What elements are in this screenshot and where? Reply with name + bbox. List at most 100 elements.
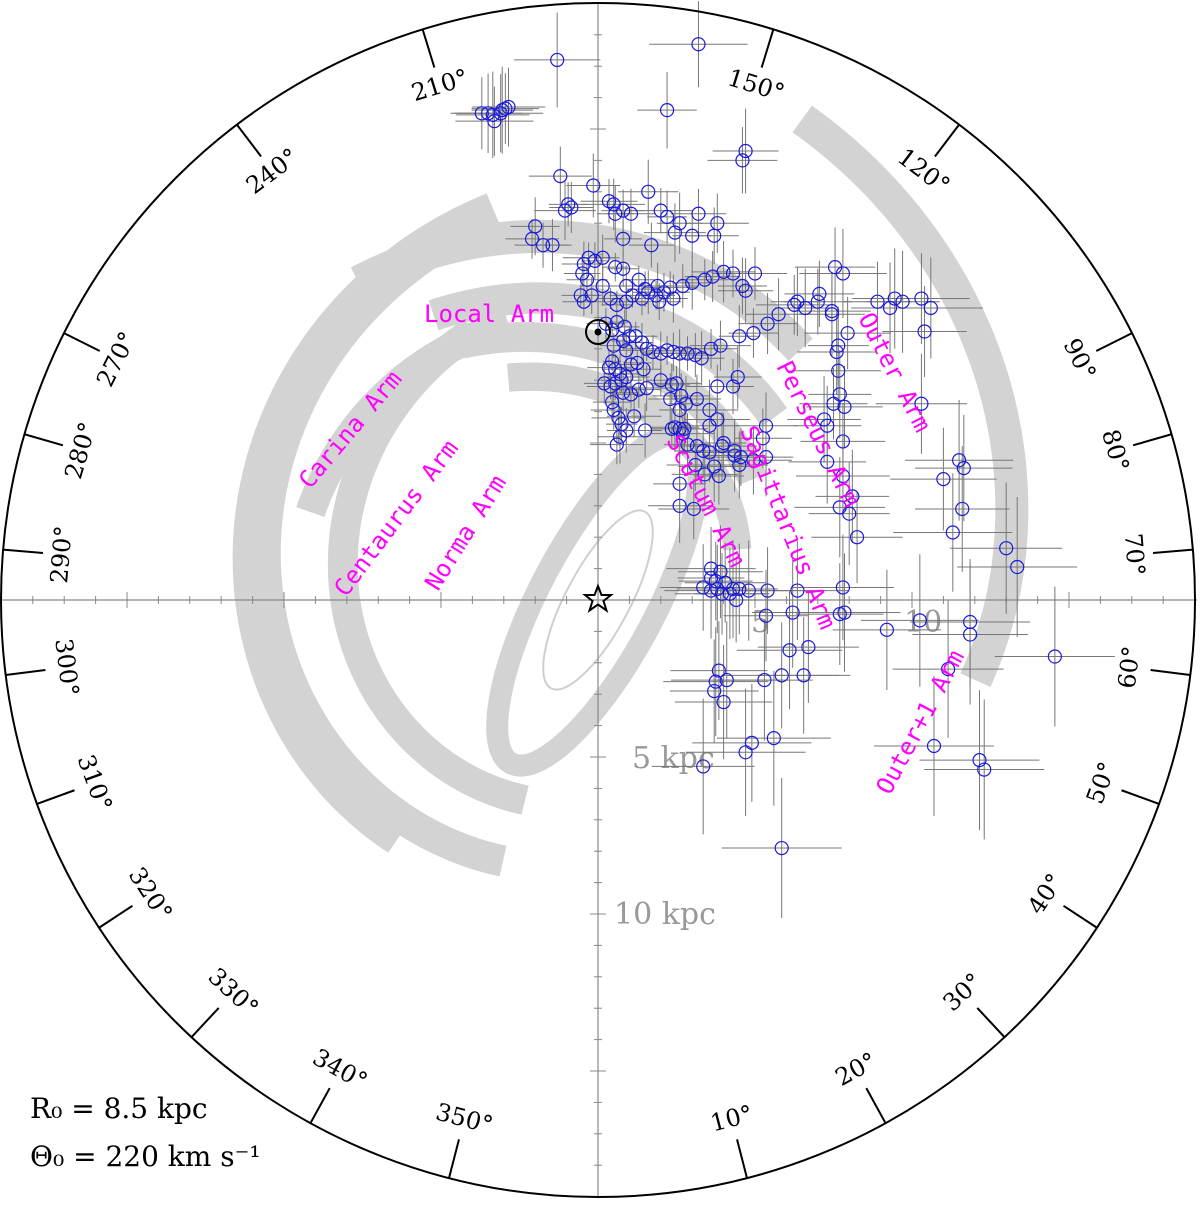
- data-point: [641, 184, 656, 199]
- data-point: [941, 661, 956, 677]
- data-point: [674, 388, 689, 403]
- longitude-tick: [934, 124, 960, 158]
- longitude-label: 280°: [59, 419, 102, 482]
- data-point: [914, 396, 929, 411]
- data-point: [611, 410, 626, 425]
- data-point: [672, 421, 687, 436]
- data-point: [703, 583, 719, 598]
- data-point: [631, 382, 646, 397]
- longitude-label: 30°: [938, 967, 988, 1016]
- data-point: [672, 216, 687, 231]
- scale-label-10kpc: 10 kpc: [614, 897, 716, 932]
- data-point: [716, 435, 731, 451]
- data-point: [641, 285, 656, 300]
- data-point: [845, 489, 860, 504]
- data-point: [601, 194, 617, 209]
- data-point: [713, 338, 728, 353]
- data-point: [495, 103, 510, 118]
- data-point: [501, 99, 516, 115]
- data-point: [688, 347, 703, 363]
- data-point: [605, 354, 620, 369]
- data-point: [914, 291, 929, 306]
- data-point: [702, 445, 717, 460]
- longitude-label: 350°: [433, 1098, 496, 1140]
- data-point: [672, 402, 687, 418]
- longitude-tick: [236, 124, 262, 158]
- data-point: [579, 272, 595, 287]
- data-point: [669, 376, 684, 391]
- data-point: [564, 200, 579, 215]
- data-point: [524, 231, 540, 246]
- data-point: [627, 409, 642, 424]
- data-point: [584, 288, 599, 303]
- data-point: [760, 583, 775, 598]
- data-point: [917, 324, 932, 339]
- data-point: [962, 627, 978, 642]
- data-point: [801, 639, 816, 655]
- data-point: [727, 448, 742, 463]
- data-point: [796, 668, 811, 683]
- data-point: [926, 738, 942, 754]
- data-point: [666, 344, 681, 360]
- data-point: [581, 250, 596, 265]
- parameter-annotation: R₀ = 8.5 kpc Θ₀ = 220 km s⁻¹: [30, 1092, 261, 1173]
- data-point: [831, 338, 846, 353]
- data-point: [680, 437, 695, 452]
- data-point: [710, 379, 725, 394]
- data-point: [694, 351, 709, 366]
- data-point: [882, 300, 898, 316]
- longitude-label: 150°: [724, 63, 787, 107]
- longitude-tick: [1132, 433, 1172, 447]
- data-point: [725, 379, 741, 394]
- data-point: [616, 203, 631, 218]
- data-point: [603, 379, 618, 394]
- data-point: [738, 283, 753, 298]
- data-point: [659, 209, 675, 225]
- data-point: [955, 501, 970, 517]
- longitude-label: 10°: [708, 1100, 756, 1138]
- data-point: [912, 613, 927, 628]
- longitude-label: 80°: [1096, 426, 1135, 475]
- longitude-tick: [976, 1007, 1006, 1038]
- data-point: [644, 238, 659, 253]
- data-point: [729, 592, 744, 608]
- data-point: [498, 101, 513, 116]
- data-point: [707, 683, 722, 699]
- data-point: [832, 607, 847, 622]
- data-point: [824, 307, 840, 322]
- data-point: [887, 291, 902, 306]
- data-point: [645, 344, 661, 360]
- longitude-tick: [36, 789, 75, 805]
- data-point: [696, 580, 711, 595]
- data-point: [923, 300, 938, 316]
- sun-symbol: [585, 319, 611, 345]
- longitude-tick: [63, 332, 101, 352]
- data-point: [597, 376, 612, 391]
- data-point: [716, 264, 731, 279]
- distance-scale-labels: 5 kpc 10 kpc 5 10: [614, 605, 942, 932]
- special-markers: [582, 319, 614, 614]
- data-point: [824, 304, 840, 319]
- longitude-label: 310°: [72, 751, 118, 815]
- longitude-tick: [1062, 904, 1098, 929]
- sun-ring: [585, 319, 611, 345]
- data-point: [663, 391, 678, 407]
- data-point: [732, 581, 747, 597]
- data-point: [680, 346, 695, 361]
- longitude-tick: [5, 669, 46, 677]
- data-point: [711, 663, 726, 678]
- longitude-tick: [1121, 789, 1160, 805]
- data-point: [746, 326, 761, 341]
- data-point: [616, 261, 631, 276]
- longitude-tick: [3, 548, 44, 554]
- data-point: [730, 369, 745, 385]
- data-point: [831, 363, 846, 378]
- data-point: [812, 286, 827, 301]
- annotation-r0: R₀ = 8.5 kpc: [30, 1092, 208, 1125]
- data-point: [688, 457, 703, 473]
- data-point: [474, 106, 489, 121]
- data-point: [725, 266, 741, 281]
- data-point: [639, 380, 654, 396]
- longitude-label: 240°: [241, 143, 304, 200]
